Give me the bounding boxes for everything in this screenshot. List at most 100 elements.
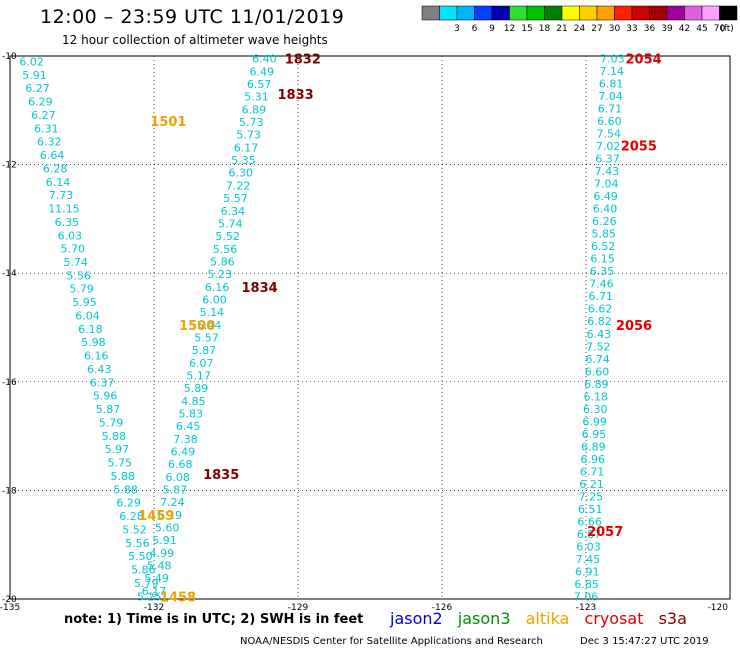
track-altika-1500: 6.025.916.276.296.276.316.326.646.286.14…	[19, 55, 161, 603]
color-scale-label: 12	[504, 24, 515, 34]
wave-height-value: 5.91	[22, 69, 47, 82]
wave-height-value: 6.29	[28, 96, 53, 109]
color-scale-label: 3	[454, 24, 460, 34]
pass-time-label: 1501	[150, 115, 186, 130]
wave-height-value: 6.27	[31, 109, 56, 122]
wave-height-value: 7.22	[226, 179, 251, 192]
color-scale-label: 30	[609, 24, 621, 34]
color-scale-label: 70	[714, 24, 726, 34]
wave-height-value: 6.07	[189, 357, 214, 370]
wave-height-value: 5.74	[63, 256, 88, 269]
wave-height-value: 6.02	[19, 55, 44, 68]
wave-height-value: 6.28	[119, 510, 144, 523]
wave-height-value: 5.88	[102, 430, 127, 443]
wave-height-value: 6.34	[221, 205, 246, 218]
wave-height-value: 5.79	[99, 416, 124, 429]
color-scale-label: 45	[696, 24, 707, 34]
wave-height-value: 6.30	[583, 403, 608, 416]
wave-height-value: 5.79	[134, 577, 159, 590]
lon-tick-label: -126	[432, 603, 453, 613]
wave-height-value: 5.23	[207, 268, 232, 281]
wave-height-value: 6.40	[252, 53, 277, 66]
wave-height-value: 6.60	[597, 115, 622, 128]
wave-height-value: 6.71	[588, 290, 613, 303]
wave-height-value: 5.73	[239, 116, 264, 129]
pass-time-label: 1500	[179, 319, 215, 334]
wave-height-value: 5.89	[184, 382, 209, 395]
page-title: 12:00 – 23:59 UTC 11/01/2019	[40, 6, 345, 28]
wave-height-value: 6.96	[581, 453, 606, 466]
color-scale-label: 15	[521, 24, 532, 34]
wave-height-value: 5.56	[125, 537, 150, 550]
wave-height-value: 5.79	[69, 283, 94, 296]
color-swatch	[719, 5, 738, 21]
wave-height-value: 11.15	[48, 203, 80, 216]
wave-height-value: 6.18	[78, 323, 103, 336]
pass-time-label: 2057	[587, 525, 623, 540]
wave-height-value: 7.04	[598, 90, 623, 103]
lon-tick-label: -129	[288, 603, 309, 613]
wave-height-value: 6.03	[576, 540, 601, 553]
pass-labels: 1501 1500 1459 1458 1832 1833 1834 1835 2054 2055…	[138, 53, 661, 606]
wave-height-value: 5.49	[144, 572, 169, 585]
map-grid	[10, 56, 730, 599]
wave-height-value: 6.99	[582, 415, 607, 428]
wave-height-value: 6.91	[575, 565, 600, 578]
footer-credit: NOAA/NESDIS Center for Satellite Applica…	[240, 636, 543, 647]
wave-height-value: 6.37	[90, 376, 115, 389]
satellite-altika: altika	[525, 609, 570, 628]
wave-height-value: 7.54	[596, 128, 621, 141]
lat-tick-label: -20	[2, 595, 17, 605]
altimeter-tracks: 6.025.916.276.296.276.316.326.646.286.14…	[19, 53, 624, 604]
color-scale-unit: (ft)	[720, 24, 734, 34]
wave-height-value: 6.16	[205, 281, 230, 294]
color-scale-label: 36	[644, 24, 656, 34]
wave-height-value: 7.45	[576, 553, 601, 566]
wave-height-value: 6.43	[587, 328, 612, 341]
wave-height-value: 6.60	[585, 365, 610, 378]
wave-height-value: 6.43	[87, 363, 112, 376]
wave-height-value: 6.74	[585, 353, 610, 366]
wave-height-value: 6.62	[588, 303, 613, 316]
wave-height-value: 6.18	[584, 390, 609, 403]
pass-time-label: 2056	[616, 319, 652, 334]
pass-time-label: 1834	[242, 281, 278, 296]
track-s3a-2054: 7.037.146.817.046.716.607.547.026.377.43…	[574, 53, 625, 604]
wave-height-value: 6.21	[579, 478, 604, 491]
wave-height-value: 7.04	[594, 178, 619, 191]
satellite-jason2: jason2	[390, 609, 443, 628]
lat-tick-label: -14	[2, 269, 17, 279]
wave-height-value: 4.99	[150, 547, 175, 560]
wave-height-value: 6.08	[165, 471, 190, 484]
lat-tick-label: -16	[2, 378, 17, 388]
wave-height-value: 6.04	[75, 309, 100, 322]
wave-height-value: 5.95	[72, 296, 97, 309]
wave-height-value: 6.29	[116, 497, 141, 510]
pass-time-label: 1835	[203, 468, 239, 483]
wave-height-value: 6.66	[577, 515, 602, 528]
wave-height-value: 6.17	[142, 585, 167, 598]
wave-height-value: 7.14	[600, 65, 625, 78]
wave-height-value: 6.87	[577, 528, 602, 541]
wave-height-value: 6.89	[584, 378, 609, 391]
color-scale-label: 21	[556, 24, 567, 34]
wave-height-value: 6.17	[234, 141, 259, 154]
satellite-cryosat: cryosat	[584, 609, 644, 628]
footer-timestamp: Dec 3 15:47:27 UTC 2019	[580, 636, 709, 647]
pass-time-label: 2054	[626, 53, 662, 68]
axis-ticks: -135 -132 -129 -126 -123 -120 -10 -12 -14 -16 -18 -…	[0, 52, 728, 613]
color-scale-label: 9	[489, 24, 495, 34]
color-scale-legend: 3 6 9 12 15 18 21 24 27 30 33 36 39 42 45 70(ft)	[421, 5, 738, 34]
wave-height-value: 5.57	[223, 192, 248, 205]
wave-height-value: 5.70	[61, 243, 86, 256]
wave-height-value: 7.43	[595, 165, 620, 178]
wave-height-value: 6.68	[168, 458, 193, 471]
pass-time-label: 1459	[138, 509, 174, 524]
color-scale-label: 27	[591, 24, 602, 34]
wave-height-value: 5.91	[152, 534, 177, 547]
wave-height-value: 5.97	[105, 443, 130, 456]
lat-tick-label: -12	[2, 161, 17, 171]
lon-tick-label: -120	[708, 603, 729, 613]
wave-height-value: 5.50	[128, 550, 153, 563]
